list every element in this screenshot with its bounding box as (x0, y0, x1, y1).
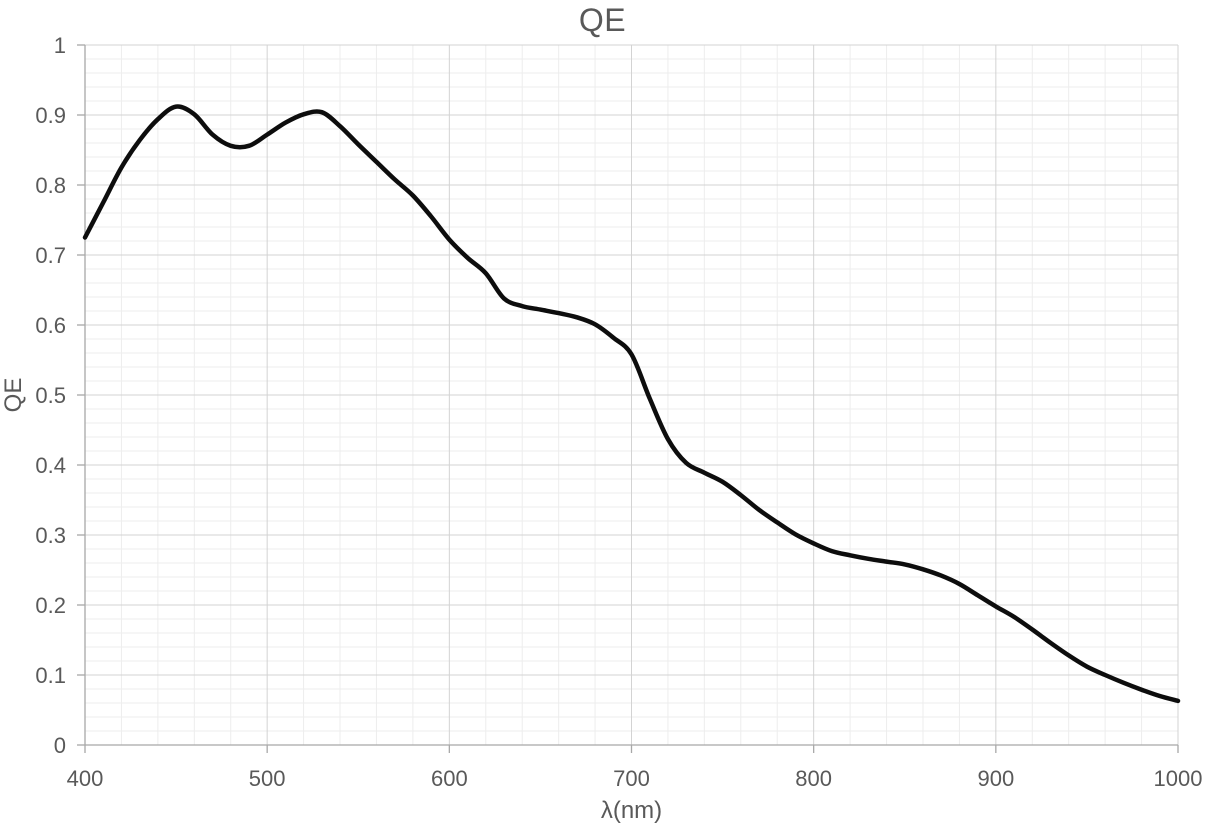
x-tick-label: 400 (67, 766, 104, 791)
y-tick-label: 0.7 (35, 243, 66, 268)
y-axis-title: QE (0, 377, 27, 413)
x-tick-label: 600 (431, 766, 468, 791)
x-tick-label: 900 (977, 766, 1014, 791)
x-axis-title: λ(nm) (600, 797, 663, 824)
y-tick-label: 0.4 (35, 453, 66, 478)
y-tick-label: 0.3 (35, 523, 66, 548)
x-tick-label: 700 (613, 766, 650, 791)
x-tick-label: 800 (795, 766, 832, 791)
x-tick-label: 1000 (1154, 766, 1203, 791)
y-tick-label: 0.9 (35, 103, 66, 128)
y-tick-label: 0.8 (35, 173, 66, 198)
y-tick-label: 0.2 (35, 593, 66, 618)
y-tick-label: 0 (54, 733, 66, 758)
y-tick-label: 1 (54, 33, 66, 58)
chart-title: QE (578, 2, 627, 38)
qe-series-line (82, 104, 1181, 704)
x-tick-label: 500 (249, 766, 286, 791)
y-tick-label: 0.6 (35, 313, 66, 338)
y-tick-label: 0.5 (35, 383, 66, 408)
y-tick-label: 0.1 (35, 663, 66, 688)
